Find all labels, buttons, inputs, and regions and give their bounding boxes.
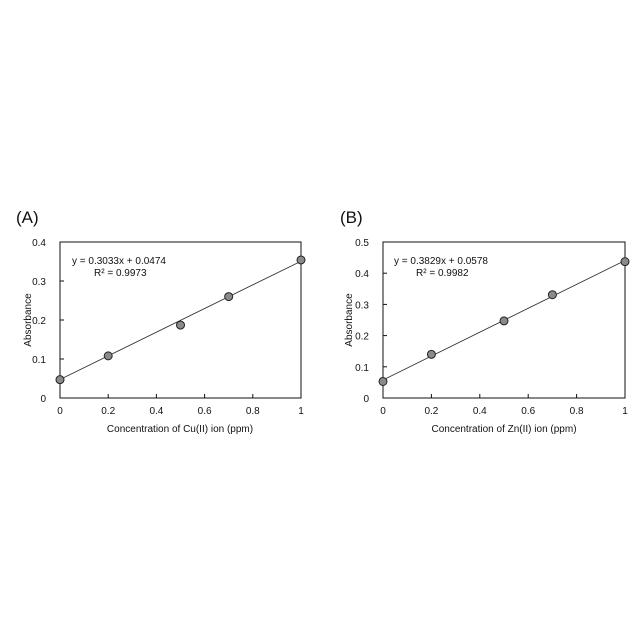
panel-b-data-point (500, 317, 508, 325)
panel-b-r-squared: R² = 0.9982 (416, 268, 469, 279)
panel-b-label: (B) (340, 208, 363, 227)
panel-b-x-tick-label: 0 (380, 406, 386, 417)
panel-a-data-point (104, 352, 112, 360)
panel-b-y-tick-label: 0.4 (355, 269, 369, 280)
panel-a-y-tick-label: 0.1 (32, 355, 46, 366)
panel-a-data-point (297, 256, 305, 264)
panel-a-data-point (56, 376, 64, 384)
panel-b-data-point (427, 350, 435, 358)
panel-a-x-tick-label: 0.6 (198, 406, 212, 417)
panel-a-data-point (225, 293, 233, 301)
panel-a: (A) Absorbance Concentration of Cu(II) i… (16, 208, 305, 435)
panel-b-y-tick-label: 0.3 (355, 300, 369, 311)
panel-b-y-axis-title: Absorbance (344, 293, 355, 347)
panel-a-y-tick-label: 0 (40, 394, 46, 405)
panel-b-y-tick-label: 0.2 (355, 332, 369, 343)
panel-a-fit-equation: y = 0.3033x + 0.0474 (72, 256, 166, 267)
panel-a-x-tick-label: 0.8 (246, 406, 260, 417)
panel-a-label: (A) (16, 208, 39, 227)
panel-b-data-point (621, 258, 629, 266)
panel-a-x-tick-label: 0.4 (149, 406, 163, 417)
panel-b-x-tick-label: 0.6 (521, 406, 535, 417)
panel-b-data-point (379, 377, 387, 385)
panel-b-x-axis-title: Concentration of Zn(II) ion (ppm) (431, 424, 576, 435)
panel-a-y-tick-label: 0.2 (32, 316, 46, 327)
panel-b-y-tick-label: 0 (363, 394, 369, 405)
panel-a-x-tick-label: 1 (298, 406, 304, 417)
panel-a-x-tick-label: 0.2 (101, 406, 115, 417)
panel-b-y-tick-label: 0.5 (355, 238, 369, 249)
panel-b-y-tick-label: 0.1 (355, 363, 369, 374)
panel-b-x-tick-label: 0.2 (424, 406, 438, 417)
panel-b-x-tick-label: 0.8 (570, 406, 584, 417)
panel-a-x-axis-title: Concentration of Cu(II) ion (ppm) (107, 424, 253, 435)
panel-b-data-point (548, 291, 556, 299)
panel-b-x-tick-label: 1 (622, 406, 628, 417)
panel-b-fit-equation: y = 0.3829x + 0.0578 (394, 256, 488, 267)
panel-a-y-tick-label: 0.4 (32, 238, 46, 249)
panel-a-x-tick-label: 0 (57, 406, 63, 417)
panel-a-r-squared: R² = 0.9973 (94, 268, 147, 279)
panel-b: (B) Absorbance Concentration of Zn(II) i… (340, 208, 629, 435)
panel-a-y-tick-label: 0.3 (32, 277, 46, 288)
panel-b-x-tick-label: 0.4 (473, 406, 487, 417)
panel-a-data-point (177, 321, 185, 329)
